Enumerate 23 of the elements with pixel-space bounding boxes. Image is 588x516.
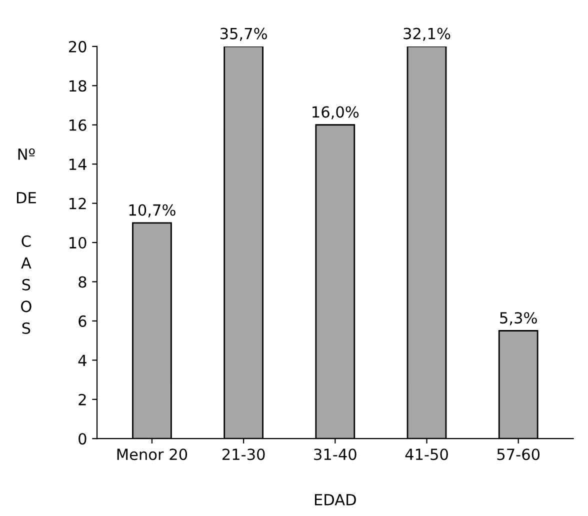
x-tick-label: 31-40 <box>314 448 356 460</box>
y-tick-label: 14 <box>70 158 86 170</box>
y-tick-label: 8 <box>78 276 86 288</box>
x-tick-label: 57-60 <box>497 448 540 460</box>
annotation: 10,7% <box>129 204 176 218</box>
y-tick-label: 16 <box>70 119 86 131</box>
x-tick-label: Menor 20 <box>117 448 188 460</box>
y-tick-label: 2 <box>78 394 86 406</box>
y-tick-label: 10 <box>70 236 86 249</box>
y-tick-label: 0 <box>78 433 86 445</box>
annotation: 5,3% <box>500 312 537 326</box>
text: Nº DE CASOS <box>16 148 36 334</box>
y-tick-label: 6 <box>78 315 86 327</box>
x-tick-label: 41-50 <box>405 448 448 460</box>
x-axis-title: EDAD <box>314 494 356 506</box>
y-tick-label: 20 <box>68 40 86 52</box>
x-tick-label: 21-30 <box>222 448 265 460</box>
annotation: 35,7% <box>220 28 267 41</box>
y-tick-label: 12 <box>70 198 86 210</box>
annotation: 32,1% <box>404 28 450 41</box>
annotation: 16,0% <box>312 106 359 120</box>
y-tick-label: 4 <box>78 354 86 366</box>
y-tick-label: 18 <box>70 80 86 92</box>
